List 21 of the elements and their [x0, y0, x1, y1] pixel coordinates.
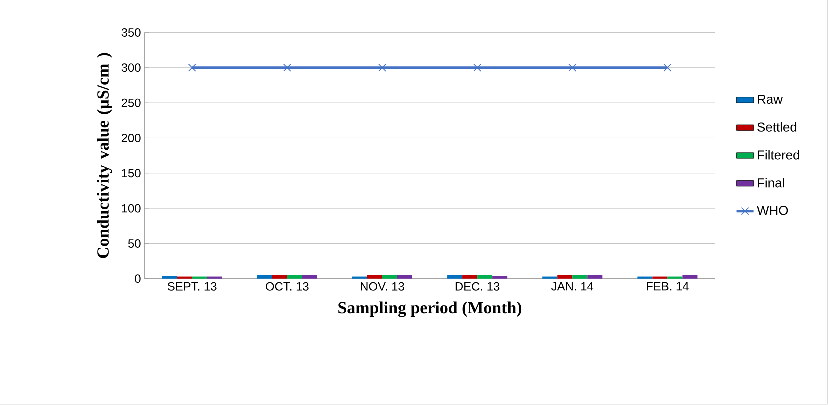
- x-tick-label: NOV. 13: [361, 282, 404, 292]
- legend-label: Filtered: [758, 150, 800, 160]
- x-tick-label: OCT. 13: [266, 282, 309, 292]
- legend-label: Raw: [758, 95, 784, 104]
- y-tick-label: 250: [122, 98, 141, 108]
- y-tick-label: 300: [122, 64, 141, 72]
- x-tick-label: FEB. 14: [647, 282, 689, 291]
- legend-label: Settled: [758, 122, 797, 132]
- x-tick-label: JAN. 14: [552, 282, 594, 291]
- y-axis-title: Conductivity value (µS/cm ): [97, 53, 112, 258]
- y-tick-label: 100: [122, 204, 141, 213]
- legend-label: Final: [758, 178, 784, 188]
- y-tick-label: 350: [122, 28, 141, 38]
- x-tick-label: DEC. 13: [456, 282, 500, 292]
- y-tick-label: 50: [128, 240, 141, 248]
- y-tick-label: 200: [122, 134, 141, 143]
- x-tick-label: SEPT. 13: [168, 282, 217, 292]
- y-tick-label: 0: [135, 274, 141, 284]
- y-tick-label: 150: [122, 169, 141, 178]
- x-axis-title: Sampling period (Month): [338, 302, 522, 318]
- legend-label: WHO: [757, 206, 788, 216]
